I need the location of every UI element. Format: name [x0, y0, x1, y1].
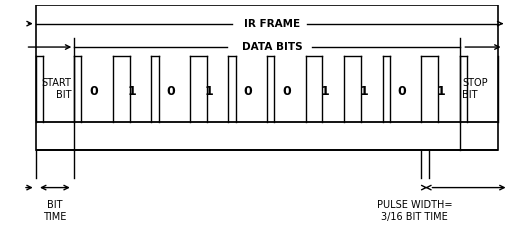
Text: 0: 0	[398, 85, 407, 98]
Text: 1: 1	[128, 85, 136, 98]
Text: 0: 0	[243, 85, 252, 98]
Text: 0: 0	[282, 85, 291, 98]
Text: 1: 1	[359, 85, 368, 98]
Text: IR FRAME: IR FRAME	[244, 19, 300, 29]
Text: DATA BITS: DATA BITS	[242, 42, 302, 52]
Text: 1: 1	[436, 85, 445, 98]
Text: 1: 1	[205, 85, 214, 98]
Text: BIT
TIME: BIT TIME	[43, 200, 67, 222]
Text: START
BIT: START BIT	[42, 78, 72, 100]
Text: 1: 1	[321, 85, 329, 98]
Text: STOP
BIT: STOP BIT	[462, 78, 488, 100]
Text: PULSE WIDTH=
3/16 BIT TIME: PULSE WIDTH= 3/16 BIT TIME	[377, 200, 453, 222]
Bar	[36, 5, 498, 150]
Text: 0: 0	[89, 85, 98, 98]
Text: 0: 0	[166, 85, 175, 98]
